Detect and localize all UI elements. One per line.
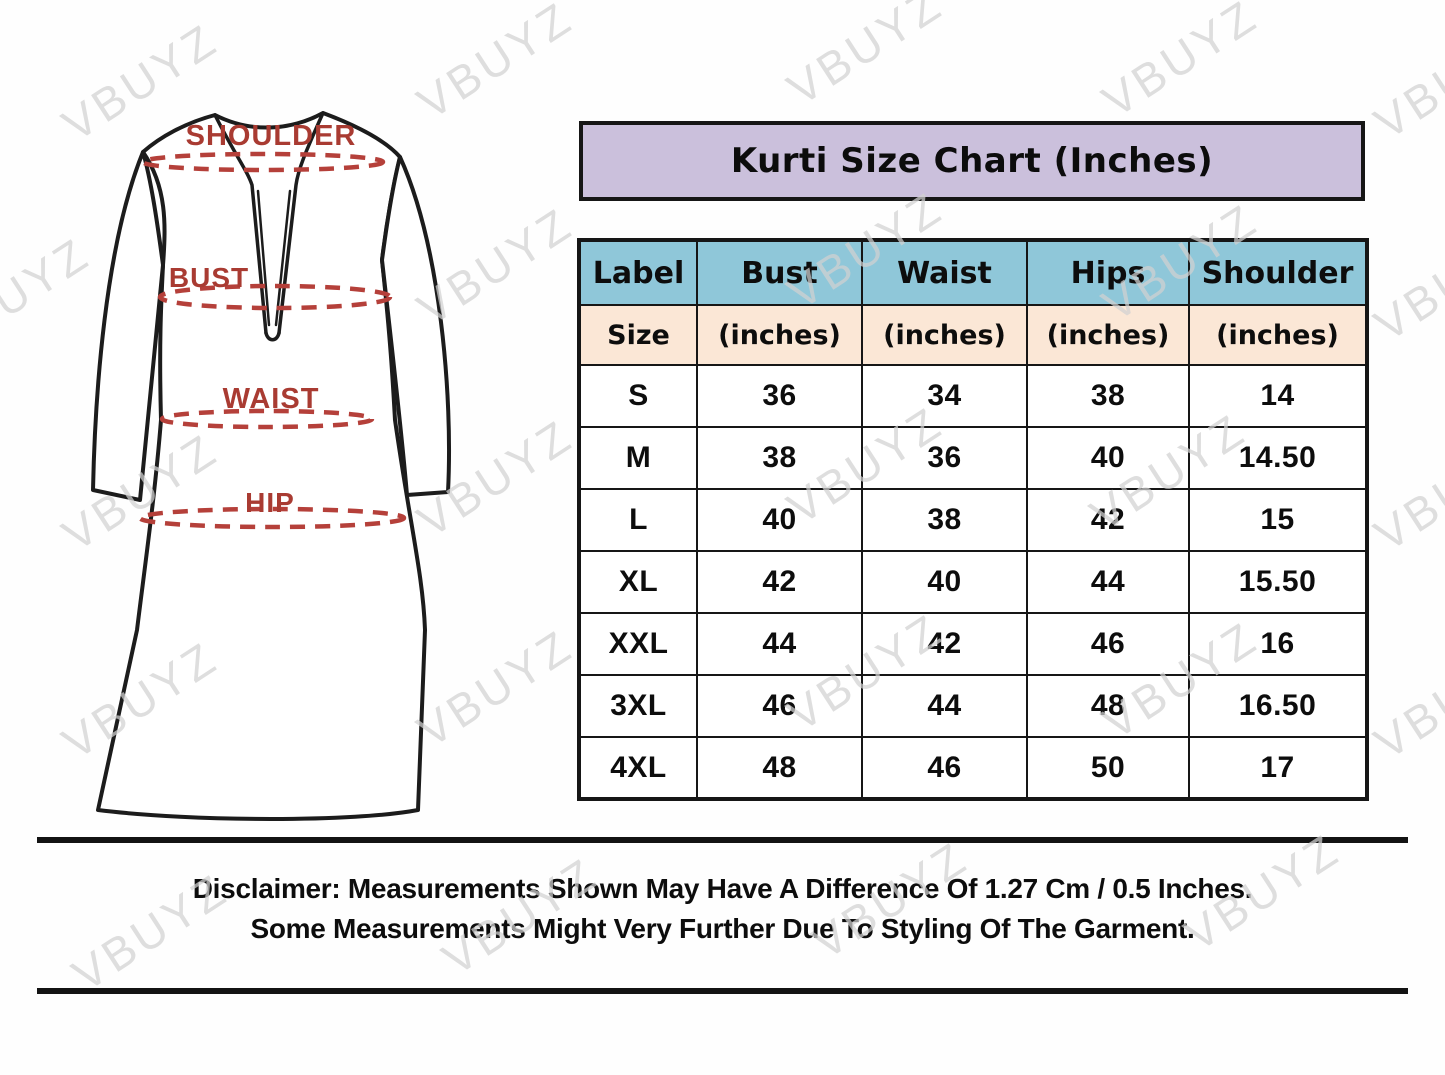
waist-dash-line xyxy=(159,408,375,430)
table-cell: 38 xyxy=(861,488,1028,552)
table-cell: 42 xyxy=(696,550,863,614)
kurti-neck-slit xyxy=(213,111,325,342)
table-cell: 44 xyxy=(861,674,1028,738)
table-cell: 44 xyxy=(1026,550,1190,614)
table-cell: 46 xyxy=(1026,612,1190,676)
table-cell: 38 xyxy=(1026,364,1190,428)
table-cell: 48 xyxy=(1026,674,1190,738)
size-cell: 4XL xyxy=(578,736,698,800)
table-cell: 48 xyxy=(696,736,863,800)
disclaimer: Disclaimer: Measurements Shown May Have … xyxy=(0,869,1445,949)
divider-top xyxy=(37,837,1408,843)
watermark: VBUYZ xyxy=(1365,212,1445,352)
table-cell: 17 xyxy=(1188,736,1368,800)
table-cell: 42 xyxy=(861,612,1028,676)
table-cell: 36 xyxy=(861,426,1028,490)
table-cell: 34 xyxy=(861,364,1028,428)
watermark: VBUYZ xyxy=(1093,0,1267,128)
table-cell: 16.50 xyxy=(1188,674,1368,738)
subheader-cell: (inches) xyxy=(696,304,863,366)
table-cell: 15 xyxy=(1188,488,1368,552)
table-row: 4XL 48 46 50 17 xyxy=(578,736,1368,800)
table-cell: 44 xyxy=(696,612,863,676)
subheader-cell: (inches) xyxy=(1188,304,1368,366)
hip-dash-line xyxy=(137,506,407,530)
disclaimer-line-2: Some Measurements Might Very Further Due… xyxy=(250,913,1195,944)
table-cell: 38 xyxy=(696,426,863,490)
size-table: Label Bust Waist Hips Shoulder Size (inc… xyxy=(577,238,1369,801)
table-cell: 40 xyxy=(861,550,1028,614)
waist-label: WAIST xyxy=(223,383,320,415)
table-row: M 38 36 40 14.50 xyxy=(578,426,1368,490)
table-cell: 50 xyxy=(1026,736,1190,800)
bust-dash-line xyxy=(157,283,393,311)
bust-label: BUST xyxy=(169,262,249,293)
table-cell: 14.50 xyxy=(1188,426,1368,490)
table-cell: 14 xyxy=(1188,364,1368,428)
table-cell: 42 xyxy=(1026,488,1190,552)
shoulder-dash-line xyxy=(140,151,386,173)
size-table-wrap: Label Bust Waist Hips Shoulder Size (inc… xyxy=(577,238,1369,801)
kurti-diagram: SHOULDER BUST WAIST HIP xyxy=(91,111,451,821)
col-header-shoulder: Shoulder xyxy=(1188,239,1368,306)
watermark: VBUYZ xyxy=(778,0,952,116)
subheader-cell: (inches) xyxy=(861,304,1028,366)
disclaimer-line-1: Disclaimer: Measurements Shown May Have … xyxy=(192,873,1253,904)
size-cell: XXL xyxy=(578,612,698,676)
table-cell: 15.50 xyxy=(1188,550,1368,614)
hip-label: HIP xyxy=(245,487,295,518)
size-cell: S xyxy=(578,364,698,428)
subheader-cell: (inches) xyxy=(1026,304,1190,366)
kurti-right-sleeve xyxy=(380,155,451,497)
watermark: VBUYZ xyxy=(1365,422,1445,562)
col-header-label: Label xyxy=(578,239,698,306)
title-bar: Kurti Size Chart (Inches) xyxy=(579,121,1365,201)
subheader-cell: Size xyxy=(578,304,698,366)
table-row: S 36 34 38 14 xyxy=(578,364,1368,428)
col-header-bust: Bust xyxy=(696,239,863,306)
size-cell: L xyxy=(578,488,698,552)
table-row: 3XL 46 44 48 16.50 xyxy=(578,674,1368,738)
table-row: L 40 38 42 15 xyxy=(578,488,1368,552)
table-cell: 40 xyxy=(696,488,863,552)
table-cell: 36 xyxy=(696,364,863,428)
kurti-left-sleeve xyxy=(91,150,165,502)
table-subheader-row: Size (inches) (inches) (inches) (inches) xyxy=(578,304,1368,366)
shoulder-label: SHOULDER xyxy=(186,120,357,152)
size-cell: XL xyxy=(578,550,698,614)
table-header-row: Label Bust Waist Hips Shoulder xyxy=(578,239,1368,306)
table-cell: 16 xyxy=(1188,612,1368,676)
divider-bottom xyxy=(37,988,1408,994)
table-cell: 46 xyxy=(696,674,863,738)
size-cell: 3XL xyxy=(578,674,698,738)
table-cell: 40 xyxy=(1026,426,1190,490)
size-cell: M xyxy=(578,426,698,490)
col-header-hips: Hips xyxy=(1026,239,1190,306)
col-header-waist: Waist xyxy=(861,239,1028,306)
watermark: VBUYZ xyxy=(1365,630,1445,770)
measurement-dashes xyxy=(137,151,407,530)
table-row: XXL 44 42 46 16 xyxy=(578,612,1368,676)
table-cell: 46 xyxy=(861,736,1028,800)
watermark: VBUYZ xyxy=(1365,10,1445,150)
page-title: Kurti Size Chart (Inches) xyxy=(730,141,1214,181)
table-row: XL 42 40 44 15.50 xyxy=(578,550,1368,614)
